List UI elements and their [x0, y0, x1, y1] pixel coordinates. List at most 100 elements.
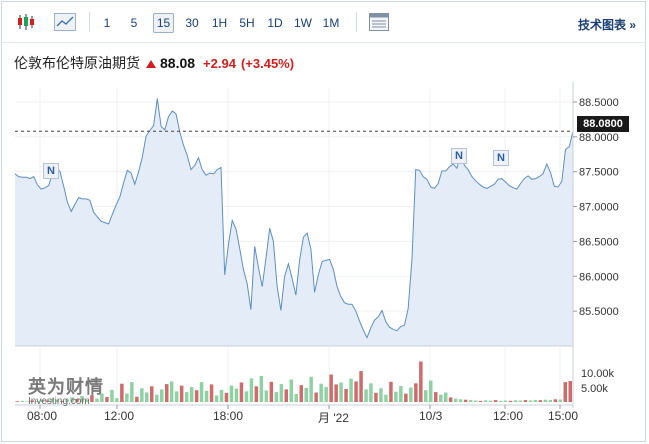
x-tick-label: 10/3 — [419, 409, 443, 423]
interval-1m[interactable]: 1M — [322, 16, 340, 30]
volume-bar — [35, 401, 39, 402]
volume-bar — [75, 398, 79, 402]
interval-5[interactable]: 5 — [130, 16, 138, 30]
y-tick-label: 85.5000 — [579, 306, 619, 318]
volume-bar — [439, 394, 443, 402]
volume-bar — [50, 398, 54, 402]
volume-bar — [553, 399, 558, 402]
volume-bar — [100, 393, 104, 402]
volume-bar — [354, 381, 358, 402]
volume-bar — [239, 382, 244, 402]
area-chart-icon[interactable] — [53, 11, 77, 33]
price-area — [15, 98, 573, 346]
interval-1h[interactable]: 1H — [211, 16, 228, 30]
price-line — [14, 98, 574, 339]
volume-bar — [150, 386, 154, 402]
volume-bar — [458, 399, 463, 402]
chart-toolbar: 1 5 15 30 1H 5H 1D 1W 1M 技术图表 » — [1, 1, 646, 43]
volume-bar — [189, 387, 194, 402]
x-tick-label: 月 '22 — [318, 411, 349, 425]
volume-bar — [324, 387, 328, 402]
volume-bar — [424, 390, 428, 402]
volume-bar — [563, 382, 567, 402]
instrument-name: 伦敦布伦特原油期货 — [14, 55, 140, 71]
volume-bar — [384, 394, 388, 402]
volume-bar — [55, 400, 59, 402]
volume-bar — [419, 361, 423, 402]
volume-bar — [389, 381, 393, 402]
x-tick-label: 15:00 — [548, 409, 579, 423]
volume-bar — [20, 400, 24, 402]
interval-15[interactable]: 15 — [153, 13, 174, 33]
volume-bar — [478, 400, 483, 402]
volume-bar — [289, 379, 293, 402]
volume-bar — [364, 389, 368, 402]
volume-bar — [543, 399, 548, 402]
volume-bar — [284, 389, 288, 402]
volume-tick: 10.00k — [581, 368, 615, 380]
technical-chart-link[interactable]: 技术图表 » — [577, 18, 636, 32]
table-icon[interactable] — [368, 11, 390, 33]
volume-bar — [448, 397, 453, 402]
volume-bar — [269, 381, 274, 402]
volume-bar — [488, 400, 493, 402]
volume-bar — [110, 389, 114, 402]
interval-1w[interactable]: 1W — [294, 16, 312, 30]
x-tick-label: 12:00 — [493, 409, 524, 423]
volume-bar — [194, 390, 199, 402]
volume-bar — [174, 391, 179, 402]
volume-bar — [299, 385, 303, 402]
volume-bar — [359, 371, 363, 402]
news-marker[interactable]: N — [43, 163, 59, 179]
volume-bar — [209, 384, 214, 402]
price-change: +2.94 — [203, 55, 236, 71]
volume-bar — [528, 400, 533, 402]
volume-bar — [309, 376, 313, 402]
volume-bar — [538, 400, 543, 402]
volume-bar — [229, 385, 234, 402]
volume-bar — [508, 400, 513, 402]
candlestick-icon[interactable] — [15, 11, 37, 33]
volume-bar — [85, 400, 89, 402]
volume-bar — [548, 399, 553, 402]
interval-1d[interactable]: 1D — [267, 16, 283, 30]
news-marker[interactable]: N — [451, 148, 467, 164]
volume-bar — [503, 400, 508, 402]
volume-bar — [214, 395, 219, 402]
volume-bar — [179, 385, 184, 402]
y-tick-label: 88.0000 — [579, 132, 619, 144]
volume-bar — [498, 400, 503, 402]
volume-bar — [25, 401, 29, 402]
volume-tick: 5.00k — [581, 383, 608, 395]
volume-bar — [468, 400, 473, 402]
y-tick-label: 88.5000 — [579, 97, 619, 109]
toolbar-divider — [356, 12, 357, 32]
volume-bar — [199, 382, 204, 402]
volume-bar — [135, 396, 139, 402]
volume-bar — [314, 392, 318, 402]
volume-bar — [344, 389, 348, 402]
volume-bar — [533, 399, 538, 402]
interval-30[interactable]: 30 — [185, 16, 199, 30]
volume-bar — [429, 380, 433, 402]
x-tick-label: 08:00 — [27, 409, 58, 423]
interval-5h[interactable]: 5H — [239, 16, 255, 30]
volume-bar — [165, 384, 169, 402]
volume-bar — [523, 400, 528, 402]
volume-bar — [339, 382, 343, 402]
up-arrow-icon — [146, 59, 156, 68]
volume-bar — [244, 391, 249, 402]
volume-bar — [40, 399, 44, 402]
news-marker[interactable]: N — [493, 150, 509, 166]
current-price-tag: 88.0800 — [577, 116, 629, 132]
volume-bar — [80, 395, 84, 402]
volume-bar — [90, 395, 94, 402]
interval-1[interactable]: 1 — [103, 16, 111, 30]
volume-bar — [518, 400, 523, 402]
volume-bar — [125, 393, 129, 402]
volume-bar — [204, 390, 209, 402]
volume-bar — [349, 378, 353, 402]
volume-bar — [334, 384, 338, 402]
